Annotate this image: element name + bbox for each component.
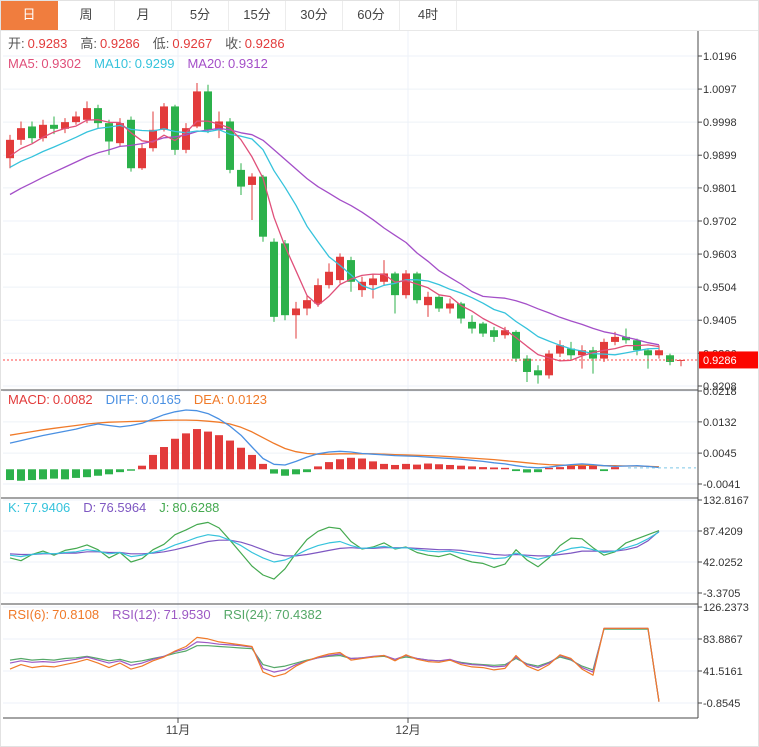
ma10-value: 0.9299 xyxy=(134,56,175,71)
j-value: 80.6288 xyxy=(172,500,220,515)
ma10-label: MA10: xyxy=(94,56,132,71)
svg-text:0.9702: 0.9702 xyxy=(703,216,737,228)
axes: 1.0196 1.0097 0.9998 0.9899 0.9801 0.9702 0.96… xyxy=(1,31,749,737)
svg-text:-0.8545: -0.8545 xyxy=(703,698,740,710)
kdj-series xyxy=(9,521,660,580)
rsi6-value: 70.8108 xyxy=(52,607,100,622)
tab-day[interactable]: 日 xyxy=(1,1,58,30)
open-label: 开: xyxy=(8,36,25,51)
ma5-label: MA5: xyxy=(8,56,39,71)
candlestick-series xyxy=(6,83,685,384)
dea-value: 0.0123 xyxy=(227,392,268,407)
high-label: 高: xyxy=(80,36,98,51)
svg-text:0.0132: 0.0132 xyxy=(703,417,737,429)
tab-15min[interactable]: 15分 xyxy=(229,1,286,30)
svg-text:12月: 12月 xyxy=(395,723,420,737)
svg-text:-0.0041: -0.0041 xyxy=(703,479,740,491)
macd-legend: MACD: 0.0082 DIFF: 0.0165 DEA: 0.0123 xyxy=(8,393,280,407)
tab-5min[interactable]: 5分 xyxy=(172,1,229,30)
grid-lines xyxy=(3,31,698,718)
tab-month[interactable]: 月 xyxy=(115,1,172,30)
svg-text:0.9405: 0.9405 xyxy=(703,315,737,327)
dea-label: DEA: xyxy=(193,392,225,407)
svg-text:41.5161: 41.5161 xyxy=(703,666,743,678)
rsi6-label: RSI(6): xyxy=(8,607,50,622)
close-label: 收: xyxy=(225,36,242,51)
svg-text:42.0252: 42.0252 xyxy=(703,557,743,569)
ma20-value: 0.9312 xyxy=(228,56,268,71)
svg-text:1.0097: 1.0097 xyxy=(703,84,737,96)
diff-label: DIFF: xyxy=(105,392,139,407)
svg-text:0.9998: 0.9998 xyxy=(703,117,737,129)
k-value: 77.9406 xyxy=(23,500,71,515)
j-label: J: xyxy=(159,500,170,515)
rsi12-label: RSI(12): xyxy=(112,607,161,622)
d-value: 76.5964 xyxy=(99,500,147,515)
svg-text:0.9504: 0.9504 xyxy=(703,282,737,294)
diff-value: 0.0165 xyxy=(141,392,181,407)
svg-text:0.0218: 0.0218 xyxy=(703,386,737,398)
svg-text:132.8167: 132.8167 xyxy=(703,495,749,507)
rsi12-value: 71.9530 xyxy=(163,607,211,622)
svg-text:-3.3705: -3.3705 xyxy=(703,588,740,600)
last-price-marker: 0.9286 xyxy=(3,351,758,369)
ma20-label: MA20: xyxy=(187,56,226,71)
rsi24-value: 70.4382 xyxy=(274,607,322,622)
svg-text:0.9899: 0.9899 xyxy=(703,150,737,162)
macd-label: MACD: xyxy=(8,392,50,407)
open-value: 0.9283 xyxy=(27,36,68,51)
macd-value: 0.0082 xyxy=(52,392,93,407)
svg-text:0.0045: 0.0045 xyxy=(703,448,737,460)
low-label: 低: xyxy=(152,36,170,51)
rsi24-label: RSI(24): xyxy=(223,607,272,622)
ohlc-legend: 开: 0.9283 高: 0.9286 低: 0.9267 收: 0.9286 xyxy=(8,37,298,51)
k-label: K: xyxy=(8,500,21,515)
rsi-series xyxy=(9,627,660,702)
low-value: 0.9267 xyxy=(172,36,213,51)
tab-4hour[interactable]: 4时 xyxy=(400,1,457,30)
kdj-legend: K: 77.9406 D: 76.5964 J: 80.6288 xyxy=(8,501,232,515)
svg-text:1.0196: 1.0196 xyxy=(703,51,737,63)
svg-text:0.9603: 0.9603 xyxy=(703,249,737,261)
ma-legend: MA5: 0.9302 MA10: 0.9299 MA20: 0.9312 xyxy=(8,57,281,71)
d-label: D: xyxy=(83,500,97,515)
rsi-legend: RSI(6): 70.8108 RSI(12): 71.9530 RSI(24): 70.… xyxy=(8,608,335,622)
close-value: 0.9286 xyxy=(244,36,285,51)
svg-text:0.9801: 0.9801 xyxy=(703,183,737,195)
ma5-value: 0.9302 xyxy=(41,56,82,71)
svg-text:83.8867: 83.8867 xyxy=(703,634,743,646)
svg-text:0.9286: 0.9286 xyxy=(703,355,737,367)
svg-text:11月: 11月 xyxy=(166,723,190,737)
tab-30min[interactable]: 30分 xyxy=(286,1,343,30)
high-value: 0.9286 xyxy=(100,36,140,51)
period-tabbar: 日 周 月 5分 15分 30分 60分 4时 xyxy=(1,1,758,31)
ma-lines xyxy=(9,119,660,362)
svg-text:0.9208: 0.9208 xyxy=(703,381,737,393)
tab-60min[interactable]: 60分 xyxy=(343,1,400,30)
tab-week[interactable]: 周 xyxy=(58,1,115,30)
macd-series xyxy=(6,409,696,481)
svg-text:126.2373: 126.2373 xyxy=(703,602,749,614)
svg-text:87.4209: 87.4209 xyxy=(703,526,743,538)
